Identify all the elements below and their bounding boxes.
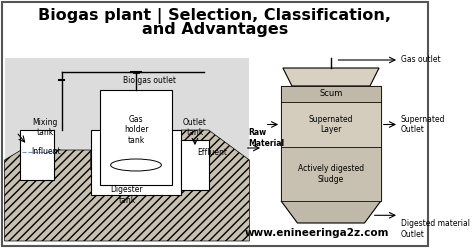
Bar	[100, 90, 172, 185]
Text: Supernated
Outlet: Supernated Outlet	[401, 115, 445, 134]
Bar	[281, 102, 381, 147]
Bar	[5, 58, 249, 241]
Polygon shape	[5, 130, 249, 241]
Bar	[281, 147, 381, 201]
Bar	[281, 86, 381, 201]
Text: Supernated
Layer: Supernated Layer	[309, 115, 353, 134]
Ellipse shape	[110, 159, 162, 171]
Text: Raw
Material: Raw Material	[248, 128, 284, 148]
Text: Mixing
tank: Mixing tank	[33, 118, 58, 137]
Bar	[91, 130, 182, 195]
Bar	[20, 130, 55, 180]
Polygon shape	[283, 68, 379, 86]
Text: Digested material
Outlet: Digested material Outlet	[401, 219, 470, 239]
Bar	[281, 86, 381, 102]
Text: Scum: Scum	[319, 90, 343, 98]
Polygon shape	[281, 201, 381, 223]
Text: Gas outlet: Gas outlet	[401, 56, 440, 64]
Text: Actively digested
Sludge: Actively digested Sludge	[298, 164, 364, 184]
Text: and Advantages: and Advantages	[142, 22, 288, 37]
Text: Outlet
tank: Outlet tank	[183, 118, 207, 137]
Bar	[182, 140, 209, 190]
Text: Gas
holder
tank: Gas holder tank	[124, 115, 148, 145]
Text: Digester
tank: Digester tank	[110, 185, 143, 205]
Text: Influent: Influent	[32, 147, 61, 156]
Text: Bio gas outlet: Bio gas outlet	[123, 76, 176, 85]
Text: Biogas plant | Selection, Classification,: Biogas plant | Selection, Classification…	[38, 8, 392, 24]
Text: Effluent: Effluent	[198, 148, 228, 157]
Text: www.enineeringa2z.com: www.enineeringa2z.com	[245, 228, 390, 238]
